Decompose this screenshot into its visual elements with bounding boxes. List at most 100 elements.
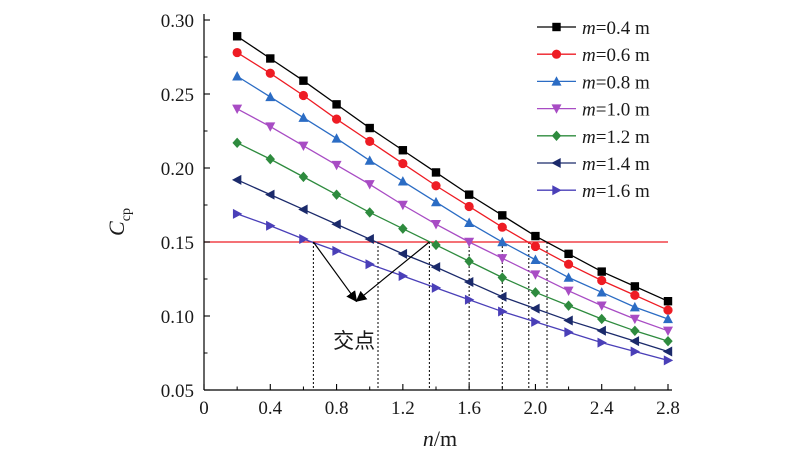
legend-label-value: =1.0 m	[596, 100, 650, 121]
data-point	[630, 325, 640, 336]
series-5	[231, 174, 673, 357]
legend-item-5: m=1.4 m	[537, 154, 650, 175]
series-group	[231, 32, 674, 366]
data-point	[397, 176, 408, 186]
series-6	[232, 208, 674, 366]
data-point	[597, 337, 607, 348]
legend-swatch-marker	[551, 130, 562, 141]
legend-label: m=1.2 m	[582, 127, 650, 148]
data-point	[398, 146, 408, 155]
data-point	[265, 68, 275, 78]
data-point	[531, 316, 541, 327]
legend-label-value: =1.6 m	[596, 181, 650, 202]
legend-label-value: =0.4 m	[596, 18, 650, 39]
data-point	[530, 303, 540, 314]
data-point	[431, 181, 441, 191]
data-point	[663, 297, 673, 306]
data-point	[464, 294, 475, 305]
data-point	[232, 208, 243, 219]
data-point	[596, 325, 606, 336]
legend-swatch-marker	[551, 104, 562, 114]
series-0	[232, 32, 673, 306]
data-point	[498, 306, 508, 317]
data-point	[299, 234, 309, 245]
data-point	[564, 327, 574, 338]
data-point	[365, 259, 375, 270]
data-point	[364, 180, 375, 190]
data-point	[298, 112, 309, 122]
y-tick-label: 0.15	[161, 233, 194, 254]
legend-swatch-marker	[552, 185, 562, 196]
data-point	[431, 220, 441, 230]
data-point	[232, 47, 242, 58]
data-point	[563, 315, 573, 326]
data-point	[431, 282, 442, 293]
data-point	[497, 272, 507, 283]
legend-item-1: m=0.6 m	[537, 45, 650, 66]
legend-label: m=1.0 m	[582, 100, 650, 121]
data-point	[597, 267, 606, 276]
data-point	[464, 190, 474, 199]
data-point	[497, 236, 508, 247]
data-point	[597, 313, 607, 325]
data-point	[530, 287, 541, 298]
data-point	[497, 291, 507, 302]
series-line	[236, 142, 669, 342]
legend-label: m=1.4 m	[582, 154, 650, 175]
x-axis-title: n/m	[423, 426, 457, 451]
x-tick-label: 0	[199, 398, 209, 419]
y-tick-label: 0.25	[161, 85, 194, 106]
data-point	[431, 196, 441, 207]
x-tick-label: 2.4	[590, 398, 614, 419]
series-3	[232, 104, 673, 336]
legend-swatch-marker	[552, 22, 561, 32]
data-point	[530, 241, 541, 252]
x-tick-label: 2.0	[524, 398, 548, 419]
legend-label: m=0.8 m	[582, 72, 650, 93]
data-point	[332, 245, 342, 256]
data-point	[298, 141, 309, 151]
data-point	[596, 287, 607, 297]
data-point	[364, 234, 374, 245]
y-tick-label: 0.20	[161, 159, 194, 180]
y-tick-label: 0.05	[161, 381, 194, 402]
data-point	[365, 123, 374, 133]
data-point	[265, 122, 276, 132]
data-point	[232, 104, 243, 114]
legend-label-variable: m	[582, 45, 596, 66]
x-tick-label: 0.4	[258, 398, 282, 419]
annotation-arrow	[355, 241, 430, 302]
legend-label-value: =1.4 m	[596, 154, 650, 175]
y-axis-title: Ccp	[104, 208, 134, 236]
data-point	[298, 90, 309, 101]
data-point	[464, 201, 474, 212]
series-line	[236, 75, 669, 320]
y-axis-subscript: cp	[119, 208, 134, 221]
data-point	[231, 174, 242, 185]
x-tick-label: 0.8	[325, 398, 349, 419]
legend-item-2: m=0.8 m	[537, 72, 650, 93]
data-point	[299, 76, 308, 85]
legend-swatch-marker	[551, 49, 562, 59]
annotation-label: 交点	[333, 329, 375, 353]
data-point	[564, 249, 573, 259]
data-point	[397, 200, 408, 211]
data-point	[663, 355, 674, 366]
data-point	[331, 133, 342, 143]
data-point	[398, 158, 408, 169]
data-point	[298, 204, 308, 215]
data-point	[232, 32, 242, 41]
data-point	[530, 254, 541, 264]
legend-label-value: =0.8 m	[596, 72, 650, 93]
x-axis-variable: n	[423, 426, 434, 451]
y-axis-variable: C	[104, 221, 129, 236]
data-point	[663, 305, 673, 315]
data-point	[497, 222, 507, 232]
data-point	[630, 290, 640, 300]
y-tick-label: 0.10	[161, 307, 194, 328]
data-point	[364, 155, 375, 165]
data-point	[464, 237, 475, 248]
data-point	[365, 207, 375, 218]
x-axis-unit: /m	[434, 426, 457, 451]
